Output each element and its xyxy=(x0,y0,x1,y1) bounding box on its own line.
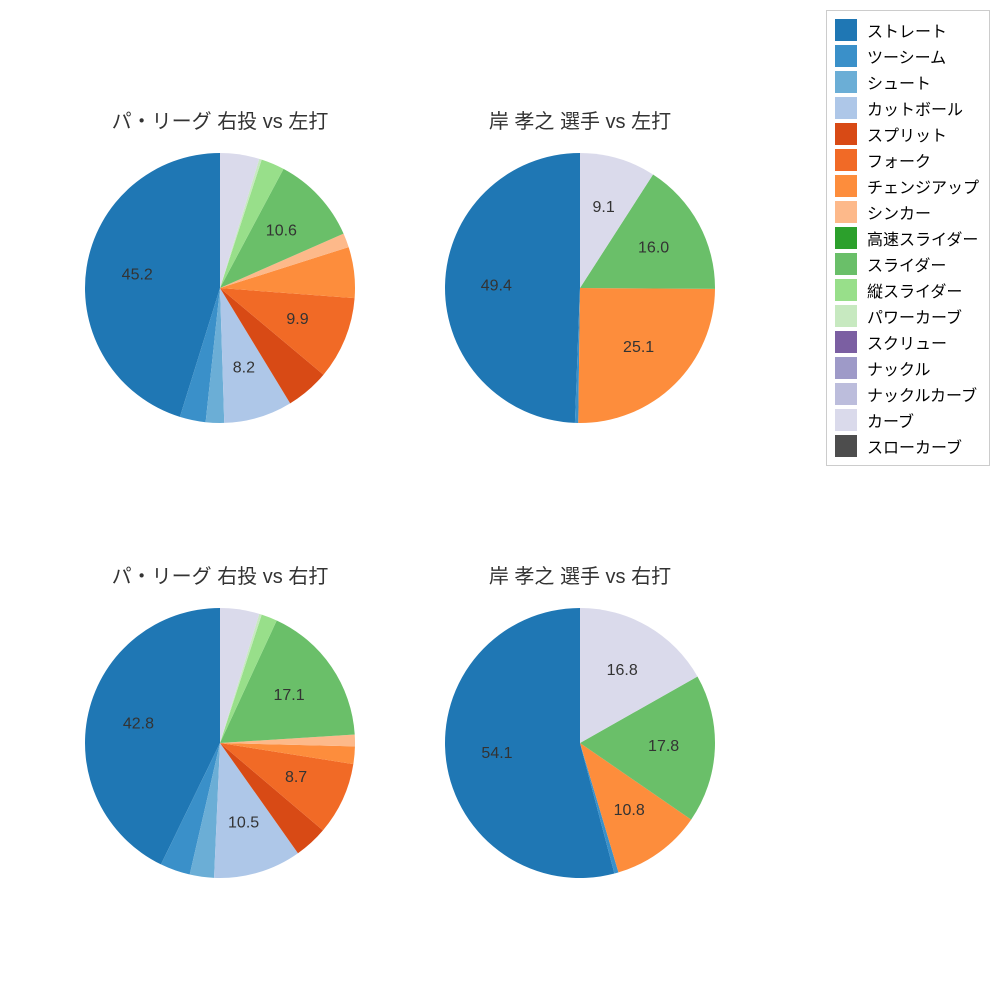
legend-label: ナックルカーブ xyxy=(867,382,977,406)
pie-slice-label: 10.6 xyxy=(266,222,297,239)
pie-slice xyxy=(445,153,580,423)
chart-title: 岸 孝之 選手 vs 左打 xyxy=(420,105,740,134)
legend-item: カーブ xyxy=(835,407,979,433)
chart-title: 岸 孝之 選手 vs 右打 xyxy=(420,560,740,589)
legend-item: スプリット xyxy=(835,121,979,147)
pie-slice-label: 8.7 xyxy=(285,769,307,786)
legend-swatch xyxy=(835,357,857,379)
legend-swatch xyxy=(835,305,857,327)
pie-slice-label: 17.8 xyxy=(648,738,679,755)
pie-slice-label: 25.1 xyxy=(623,339,654,356)
legend-label: フォーク xyxy=(867,148,931,172)
legend: ストレートツーシームシュートカットボールスプリットフォークチェンジアップシンカー… xyxy=(826,10,990,466)
legend-swatch xyxy=(835,97,857,119)
pie-slice-label: 10.8 xyxy=(614,802,645,819)
pie-slice-label: 9.9 xyxy=(286,311,308,328)
legend-label: 高速スライダー xyxy=(867,226,978,250)
legend-item: フォーク xyxy=(835,147,979,173)
legend-swatch xyxy=(835,175,857,197)
legend-swatch xyxy=(835,149,857,171)
pie-slice-label: 17.1 xyxy=(274,687,305,704)
legend-swatch xyxy=(835,279,857,301)
legend-swatch xyxy=(835,435,857,457)
legend-label: スプリット xyxy=(867,122,947,146)
pie-slice-label: 16.0 xyxy=(638,239,669,256)
pie-slice-label: 9.1 xyxy=(592,199,614,216)
legend-label: スクリュー xyxy=(867,330,947,354)
legend-swatch xyxy=(835,331,857,353)
chart-title: パ・リーグ 右投 vs 左打 xyxy=(60,105,380,134)
legend-item: ナックルカーブ xyxy=(835,381,979,407)
legend-label: シュート xyxy=(867,70,931,94)
legend-item: シュート xyxy=(835,69,979,95)
legend-swatch xyxy=(835,71,857,93)
legend-swatch xyxy=(835,409,857,431)
legend-label: パワーカーブ xyxy=(867,304,962,328)
legend-item: ナックル xyxy=(835,355,979,381)
pie-slice-label: 45.2 xyxy=(122,267,153,284)
pie-slice-label: 8.2 xyxy=(233,359,255,376)
legend-item: ストレート xyxy=(835,17,979,43)
legend-label: ストレート xyxy=(867,18,947,42)
legend-label: スライダー xyxy=(867,252,946,276)
legend-item: ツーシーム xyxy=(835,43,979,69)
legend-item: カットボール xyxy=(835,95,979,121)
legend-swatch xyxy=(835,201,857,223)
pie-slice-label: 10.5 xyxy=(228,815,259,832)
legend-item: スライダー xyxy=(835,251,979,277)
legend-swatch xyxy=(835,227,857,249)
legend-swatch xyxy=(835,45,857,67)
legend-item: 高速スライダー xyxy=(835,225,979,251)
legend-item: スローカーブ xyxy=(835,433,979,459)
legend-swatch xyxy=(835,253,857,275)
legend-label: 縦スライダー xyxy=(867,278,962,302)
legend-label: ナックル xyxy=(867,356,931,380)
legend-label: シンカー xyxy=(867,200,931,224)
chart-title: パ・リーグ 右投 vs 右打 xyxy=(60,560,380,589)
legend-label: カーブ xyxy=(867,408,914,432)
legend-swatch xyxy=(835,383,857,405)
pie-slice-label: 16.8 xyxy=(607,662,638,679)
legend-swatch xyxy=(835,123,857,145)
pie-slice-label: 49.4 xyxy=(481,278,512,295)
chart-grid: { "legend": { "items": [ {"label": "ストレー… xyxy=(0,0,1000,1000)
legend-item: シンカー xyxy=(835,199,979,225)
legend-item: パワーカーブ xyxy=(835,303,979,329)
legend-item: 縦スライダー xyxy=(835,277,979,303)
pie-slice-label: 54.1 xyxy=(481,745,512,762)
legend-item: スクリュー xyxy=(835,329,979,355)
pie-slice-label: 42.8 xyxy=(123,715,154,732)
legend-label: カットボール xyxy=(867,96,963,120)
legend-item: チェンジアップ xyxy=(835,173,979,199)
legend-label: チェンジアップ xyxy=(867,174,979,198)
legend-label: ツーシーム xyxy=(867,44,946,68)
legend-swatch xyxy=(835,19,857,41)
legend-label: スローカーブ xyxy=(867,434,962,458)
